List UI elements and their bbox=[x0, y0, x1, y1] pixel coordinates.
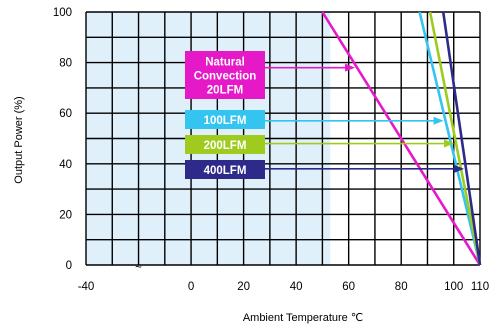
series-line-1 bbox=[418, 11, 482, 266]
arrow-head-1 bbox=[433, 116, 444, 125]
legend-label-3-0: 400LFM bbox=[204, 165, 247, 177]
x-tick-labels: -40 ~0 20 40 60 80 100 110 bbox=[78, 262, 489, 293]
arrow-head-2 bbox=[444, 139, 455, 148]
x-tick-label-1: ~ bbox=[135, 262, 142, 274]
x-axis-label: Ambient Temperature ℃ bbox=[243, 312, 363, 324]
legend-box-3 bbox=[185, 160, 265, 179]
arrow-head-3 bbox=[454, 164, 465, 173]
legend-box-2 bbox=[185, 135, 265, 154]
y-tick-labels: 0 20 40 60 80 100 bbox=[53, 7, 72, 272]
y-axis-label: Output Power (%) bbox=[13, 96, 25, 183]
legend-label-2-0: 200LFM bbox=[204, 140, 247, 152]
series-line-0 bbox=[321, 11, 482, 266]
legend-label-0-0: Natural bbox=[205, 57, 245, 69]
x-tick-label-2: 0 bbox=[188, 281, 194, 293]
legend-box-1 bbox=[185, 110, 265, 129]
legend-label-0-2: 20LFM bbox=[207, 85, 243, 97]
y-tick-label-2: 40 bbox=[59, 159, 72, 171]
legend-item-2: 200LFM bbox=[185, 135, 265, 154]
legend-item-0: Natural Convection 20LFM bbox=[185, 51, 265, 99]
y-tick-label-3: 60 bbox=[59, 108, 72, 120]
x-tick-label-0: -40 bbox=[78, 281, 95, 293]
legend-label-1-0: 100LFM bbox=[204, 115, 247, 127]
x-tick-label-7: 100 bbox=[444, 281, 463, 293]
legend-item-1: 100LFM bbox=[185, 110, 265, 129]
y-tick-label-0: 0 bbox=[66, 260, 72, 272]
y-tick-label-4: 80 bbox=[59, 58, 72, 70]
arrow-head-0 bbox=[345, 63, 356, 72]
legend-label-0-1: Convection bbox=[194, 71, 257, 83]
legend-box-0 bbox=[185, 51, 265, 99]
legend-arrows bbox=[265, 63, 465, 173]
x-tick-label-6: 80 bbox=[395, 281, 408, 293]
series-line-3 bbox=[441, 11, 482, 266]
x-tick-label-8: 110 bbox=[471, 281, 489, 293]
y-tick-label-1: 20 bbox=[59, 209, 72, 221]
x-tick-label-5: 60 bbox=[342, 281, 355, 293]
y-tick-label-5: 100 bbox=[53, 7, 72, 19]
series-line-2 bbox=[428, 11, 482, 266]
x-tick-label-3: 20 bbox=[237, 281, 250, 293]
legend: Natural Convection 20LFM 100LFM 200LFM 400LFM bbox=[185, 51, 265, 179]
legend-item-3: 400LFM bbox=[185, 160, 265, 179]
series-lines bbox=[321, 11, 482, 266]
x-tick-label-4: 40 bbox=[290, 281, 303, 293]
